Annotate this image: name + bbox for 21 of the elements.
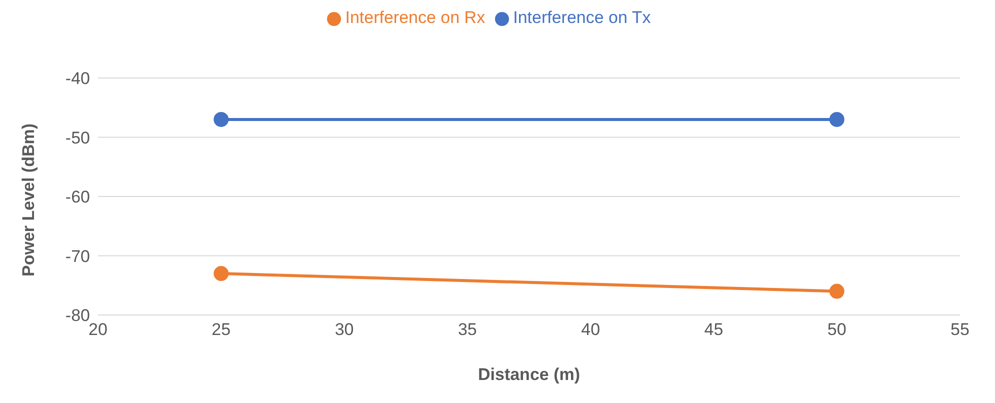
y-tick-label: -70 — [65, 246, 90, 266]
x-tick-label: 30 — [334, 320, 354, 340]
x-tick-label: 45 — [704, 320, 724, 340]
legend-label: Interference on Tx — [513, 8, 651, 27]
x-tick-label: 20 — [88, 320, 108, 340]
point — [214, 266, 229, 282]
x-tick-label: 35 — [458, 320, 477, 340]
y-tick-label: -50 — [65, 128, 90, 148]
y-tick-label: -40 — [65, 69, 90, 88]
legend-label: Interference on Rx — [345, 8, 486, 27]
point — [214, 112, 229, 127]
x-tick-label: 55 — [950, 320, 970, 340]
y-tick-label: -60 — [65, 188, 90, 207]
y-tick-label: -80 — [65, 306, 90, 326]
x-tick-label: 40 — [581, 320, 600, 340]
y-axis-title: Power Level (dBm) — [19, 123, 38, 276]
point — [829, 284, 844, 299]
x-tick-label: 50 — [827, 320, 846, 340]
point — [829, 112, 844, 127]
x-tick-label: 25 — [212, 320, 231, 340]
x-axis-title: Distance (m) — [478, 365, 580, 384]
